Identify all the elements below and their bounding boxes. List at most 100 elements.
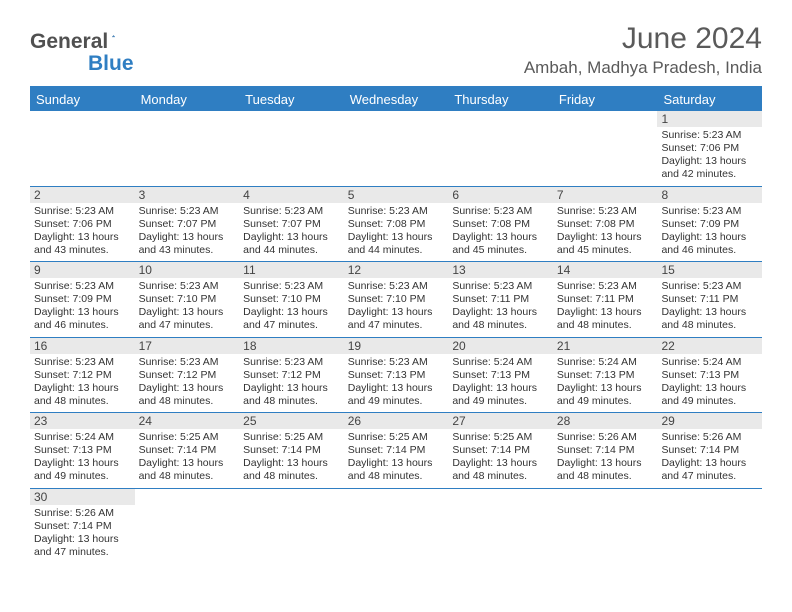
- day-cell: 1Sunrise: 5:23 AMSunset: 7:06 PMDaylight…: [657, 111, 762, 186]
- day-cell: 26Sunrise: 5:25 AMSunset: 7:14 PMDayligh…: [344, 413, 449, 488]
- daylight-line: Daylight: 13 hours and 49 minutes.: [452, 382, 549, 408]
- day-cell: [135, 111, 240, 186]
- header: General June 2024 Ambah, Madhya Pradesh,…: [30, 22, 762, 78]
- sunset-line: Sunset: 7:07 PM: [243, 218, 340, 231]
- day-number: 11: [239, 262, 344, 278]
- day-cell: 30Sunrise: 5:26 AMSunset: 7:14 PMDayligh…: [30, 489, 135, 564]
- day-number: 4: [239, 187, 344, 203]
- sunrise-line: Sunrise: 5:23 AM: [139, 356, 236, 369]
- day-cell: 20Sunrise: 5:24 AMSunset: 7:13 PMDayligh…: [448, 338, 553, 413]
- sunset-line: Sunset: 7:08 PM: [452, 218, 549, 231]
- daylight-line: Daylight: 13 hours and 47 minutes.: [348, 306, 445, 332]
- weeks-container: 1 Sunrise: 5:23 AMSunset: 7:06 PMDaylight…: [30, 111, 762, 563]
- day-number: 8: [657, 187, 762, 203]
- sunset-line: Sunset: 7:12 PM: [139, 369, 236, 382]
- sunset-line: Sunset: 7:14 PM: [661, 444, 758, 457]
- day-number: 29: [657, 413, 762, 429]
- daylight-line: Daylight: 13 hours and 49 minutes.: [34, 457, 131, 483]
- dayheader: Saturday: [657, 88, 762, 111]
- sunset-line: Sunset: 7:13 PM: [34, 444, 131, 457]
- day-details: Sunrise: 5:23 AMSunset: 7:06 PMDaylight:…: [30, 203, 135, 262]
- day-number: 14: [553, 262, 658, 278]
- day-cell: 4 Sunrise: 5:23 AMSunset: 7:07 PMDaylight…: [239, 187, 344, 262]
- sunset-line: Sunset: 7:08 PM: [348, 218, 445, 231]
- daylight-line: Daylight: 13 hours and 44 minutes.: [243, 231, 340, 257]
- day-cell: [135, 489, 240, 564]
- day-details: Sunrise: 5:26 AMSunset: 7:14 PMDaylight:…: [553, 429, 658, 488]
- daylight-line: Daylight: 13 hours and 47 minutes.: [139, 306, 236, 332]
- day-cell: 12Sunrise: 5:23 AMSunset: 7:10 PMDayligh…: [344, 262, 449, 337]
- daylight-line: Daylight: 13 hours and 48 minutes.: [557, 457, 654, 483]
- day-cell: 2Sunrise: 5:23 AMSunset: 7:06 PMDaylight…: [30, 187, 135, 262]
- daylight-line: Daylight: 13 hours and 48 minutes.: [452, 457, 549, 483]
- day-number: 24: [135, 413, 240, 429]
- sunrise-line: Sunrise: 5:23 AM: [34, 356, 131, 369]
- day-details: Sunrise: 5:25 AMSunset: 7:14 PMDaylight:…: [135, 429, 240, 488]
- location: Ambah, Madhya Pradesh, India: [524, 58, 762, 78]
- sunset-line: Sunset: 7:11 PM: [557, 293, 654, 306]
- day-cell: 24Sunrise: 5:25 AMSunset: 7:14 PMDayligh…: [135, 413, 240, 488]
- daylight-line: Daylight: 13 hours and 48 minutes.: [452, 306, 549, 332]
- sunrise-line: Sunrise: 5:23 AM: [243, 280, 340, 293]
- day-cell: 6Sunrise: 5:23 AMSunset: 7:08 PMDaylight…: [448, 187, 553, 262]
- page: General June 2024 Ambah, Madhya Pradesh,…: [0, 0, 792, 585]
- sunset-line: Sunset: 7:14 PM: [452, 444, 549, 457]
- sunrise-line: Sunrise: 5:24 AM: [452, 356, 549, 369]
- sunrise-line: Sunrise: 5:23 AM: [243, 205, 340, 218]
- sunrise-line: Sunrise: 5:23 AM: [452, 205, 549, 218]
- day-number: 1: [657, 111, 762, 127]
- day-number: 6: [448, 187, 553, 203]
- calendar: SundayMondayTuesdayWednesdayThursdayFrid…: [30, 86, 762, 563]
- sunset-line: Sunset: 7:12 PM: [243, 369, 340, 382]
- day-cell: 5Sunrise: 5:23 AMSunset: 7:08 PMDaylight…: [344, 187, 449, 262]
- sunset-line: Sunset: 7:07 PM: [139, 218, 236, 231]
- day-number: 23: [30, 413, 135, 429]
- sunset-line: Sunset: 7:13 PM: [557, 369, 654, 382]
- day-cell: 22Sunrise: 5:24 AMSunset: 7:13 PMDayligh…: [657, 338, 762, 413]
- day-number: 3: [135, 187, 240, 203]
- day-cell: [657, 489, 762, 564]
- sunrise-line: Sunrise: 5:23 AM: [243, 356, 340, 369]
- daylight-line: Daylight: 13 hours and 47 minutes.: [243, 306, 340, 332]
- day-details: Sunrise: 5:23 AMSunset: 7:11 PMDaylight:…: [553, 278, 658, 337]
- day-details: Sunrise: 5:25 AMSunset: 7:14 PMDaylight:…: [344, 429, 449, 488]
- daylight-line: Daylight: 13 hours and 49 minutes.: [557, 382, 654, 408]
- day-number: 12: [344, 262, 449, 278]
- daylight-line: Daylight: 13 hours and 48 minutes.: [139, 382, 236, 408]
- day-cell: 13Sunrise: 5:23 AMSunset: 7:11 PMDayligh…: [448, 262, 553, 337]
- day-cell: 21Sunrise: 5:24 AMSunset: 7:13 PMDayligh…: [553, 338, 658, 413]
- sunset-line: Sunset: 7:10 PM: [243, 293, 340, 306]
- daylight-line: Daylight: 13 hours and 48 minutes.: [348, 457, 445, 483]
- sunset-line: Sunset: 7:13 PM: [348, 369, 445, 382]
- sunset-line: Sunset: 7:10 PM: [348, 293, 445, 306]
- day-number: 21: [553, 338, 658, 354]
- sunset-line: Sunset: 7:08 PM: [557, 218, 654, 231]
- day-number: 20: [448, 338, 553, 354]
- daylight-line: Daylight: 13 hours and 46 minutes.: [661, 231, 758, 257]
- sunset-line: Sunset: 7:13 PM: [661, 369, 758, 382]
- sunrise-line: Sunrise: 5:23 AM: [661, 205, 758, 218]
- day-number: 17: [135, 338, 240, 354]
- dayheader: Tuesday: [239, 88, 344, 111]
- daylight-line: Daylight: 13 hours and 45 minutes.: [557, 231, 654, 257]
- day-number: 26: [344, 413, 449, 429]
- logo-text-general: General: [30, 30, 108, 54]
- day-details: Sunrise: 5:23 AMSunset: 7:12 PMDaylight:…: [135, 354, 240, 413]
- daylight-line: Daylight: 13 hours and 48 minutes.: [661, 306, 758, 332]
- dayheader: Thursday: [448, 88, 553, 111]
- month-title: June 2024: [524, 22, 762, 56]
- day-number: 19: [344, 338, 449, 354]
- sunset-line: Sunset: 7:14 PM: [139, 444, 236, 457]
- sunset-line: Sunset: 7:12 PM: [34, 369, 131, 382]
- day-details: Sunrise: 5:23 AMSunset: 7:10 PMDaylight:…: [239, 278, 344, 337]
- sunrise-line: Sunrise: 5:26 AM: [661, 431, 758, 444]
- day-cell: [448, 111, 553, 186]
- sunrise-line: Sunrise: 5:25 AM: [348, 431, 445, 444]
- daylight-line: Daylight: 13 hours and 48 minutes.: [243, 382, 340, 408]
- week-row: 23Sunrise: 5:24 AMSunset: 7:13 PMDayligh…: [30, 413, 762, 489]
- day-number: 22: [657, 338, 762, 354]
- day-number: 16: [30, 338, 135, 354]
- sunrise-line: Sunrise: 5:25 AM: [452, 431, 549, 444]
- daylight-line: Daylight: 13 hours and 48 minutes.: [139, 457, 236, 483]
- day-details: Sunrise: 5:23 AMSunset: 7:10 PMDaylight:…: [344, 278, 449, 337]
